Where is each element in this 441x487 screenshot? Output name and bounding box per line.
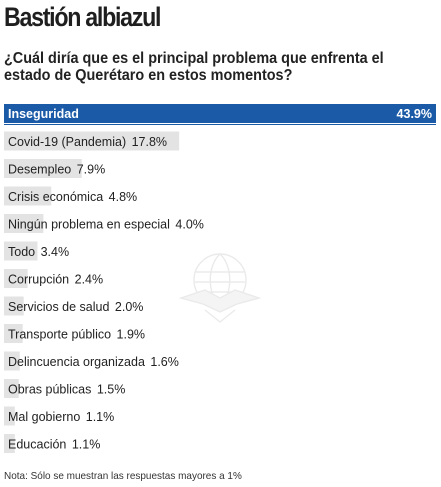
value-label-3: 4.8% — [109, 190, 138, 204]
value-label-4: 4.0% — [175, 218, 204, 232]
bar-3 — [4, 186, 52, 206]
bar-chart: Inseguridad 43.9% Covid-19 (Pandemia) 17.8… — [4, 104, 436, 453]
category-label-11: Mal gobierno 1.1% — [8, 410, 114, 424]
category-label-6: Corrupción 2.4% — [8, 273, 103, 287]
bar-0 — [4, 104, 436, 123]
category-label-0: Inseguridad — [8, 107, 79, 121]
value-label-6: 2.4% — [75, 273, 104, 287]
bar-5 — [4, 241, 38, 261]
value-label-12: 1.1% — [72, 438, 101, 452]
category-label-5: Todo 3.4% — [8, 245, 69, 259]
bar-6 — [4, 269, 28, 288]
category-label-8: Transporte público 1.9% — [8, 328, 145, 342]
category-label-2: Desempleo 7.9% — [8, 163, 105, 177]
value-label-10: 1.5% — [97, 383, 126, 397]
bar-8 — [4, 324, 23, 343]
value-label-0: 43.9% — [397, 107, 432, 121]
bar-9 — [4, 351, 20, 371]
category-label-10: Obras públicas 1.5% — [8, 383, 125, 397]
value-label-5: 3.4% — [41, 245, 70, 259]
bar-1 — [4, 131, 180, 151]
value-label-11: 1.1% — [86, 410, 115, 424]
bar-10 — [4, 379, 19, 398]
survey-question: ¿Cuál diría que es el principal problema… — [4, 50, 384, 84]
bar-7 — [4, 296, 24, 316]
category-label-4: Ningún problema en especial 4.0% — [8, 218, 204, 232]
value-label-2: 7.9% — [77, 163, 106, 177]
bar-11 — [4, 406, 15, 426]
value-label-8: 1.9% — [117, 328, 146, 342]
bar-2 — [4, 159, 82, 178]
category-label-12: Educación 1.1% — [8, 438, 100, 452]
footnote: Nota: Sólo se muestran las respuestas ma… — [4, 470, 242, 482]
category-label-9: Delincuencia organizada 1.6% — [8, 355, 179, 369]
bar-4 — [4, 214, 44, 233]
category-label-3: Crisis económica 4.8% — [8, 190, 137, 204]
value-label-1: 17.8% — [132, 135, 167, 149]
category-label-1: Covid-19 (Pandemia) 17.8% — [8, 135, 167, 149]
bar-12 — [4, 434, 15, 453]
value-label-7: 2.0% — [115, 300, 144, 314]
category-label-7: Servicios de salud 2.0% — [8, 300, 143, 314]
eagle-emblem-watermark — [178, 253, 262, 323]
value-label-9: 1.6% — [150, 355, 179, 369]
chart-title: Bastión albiazul — [4, 2, 161, 32]
